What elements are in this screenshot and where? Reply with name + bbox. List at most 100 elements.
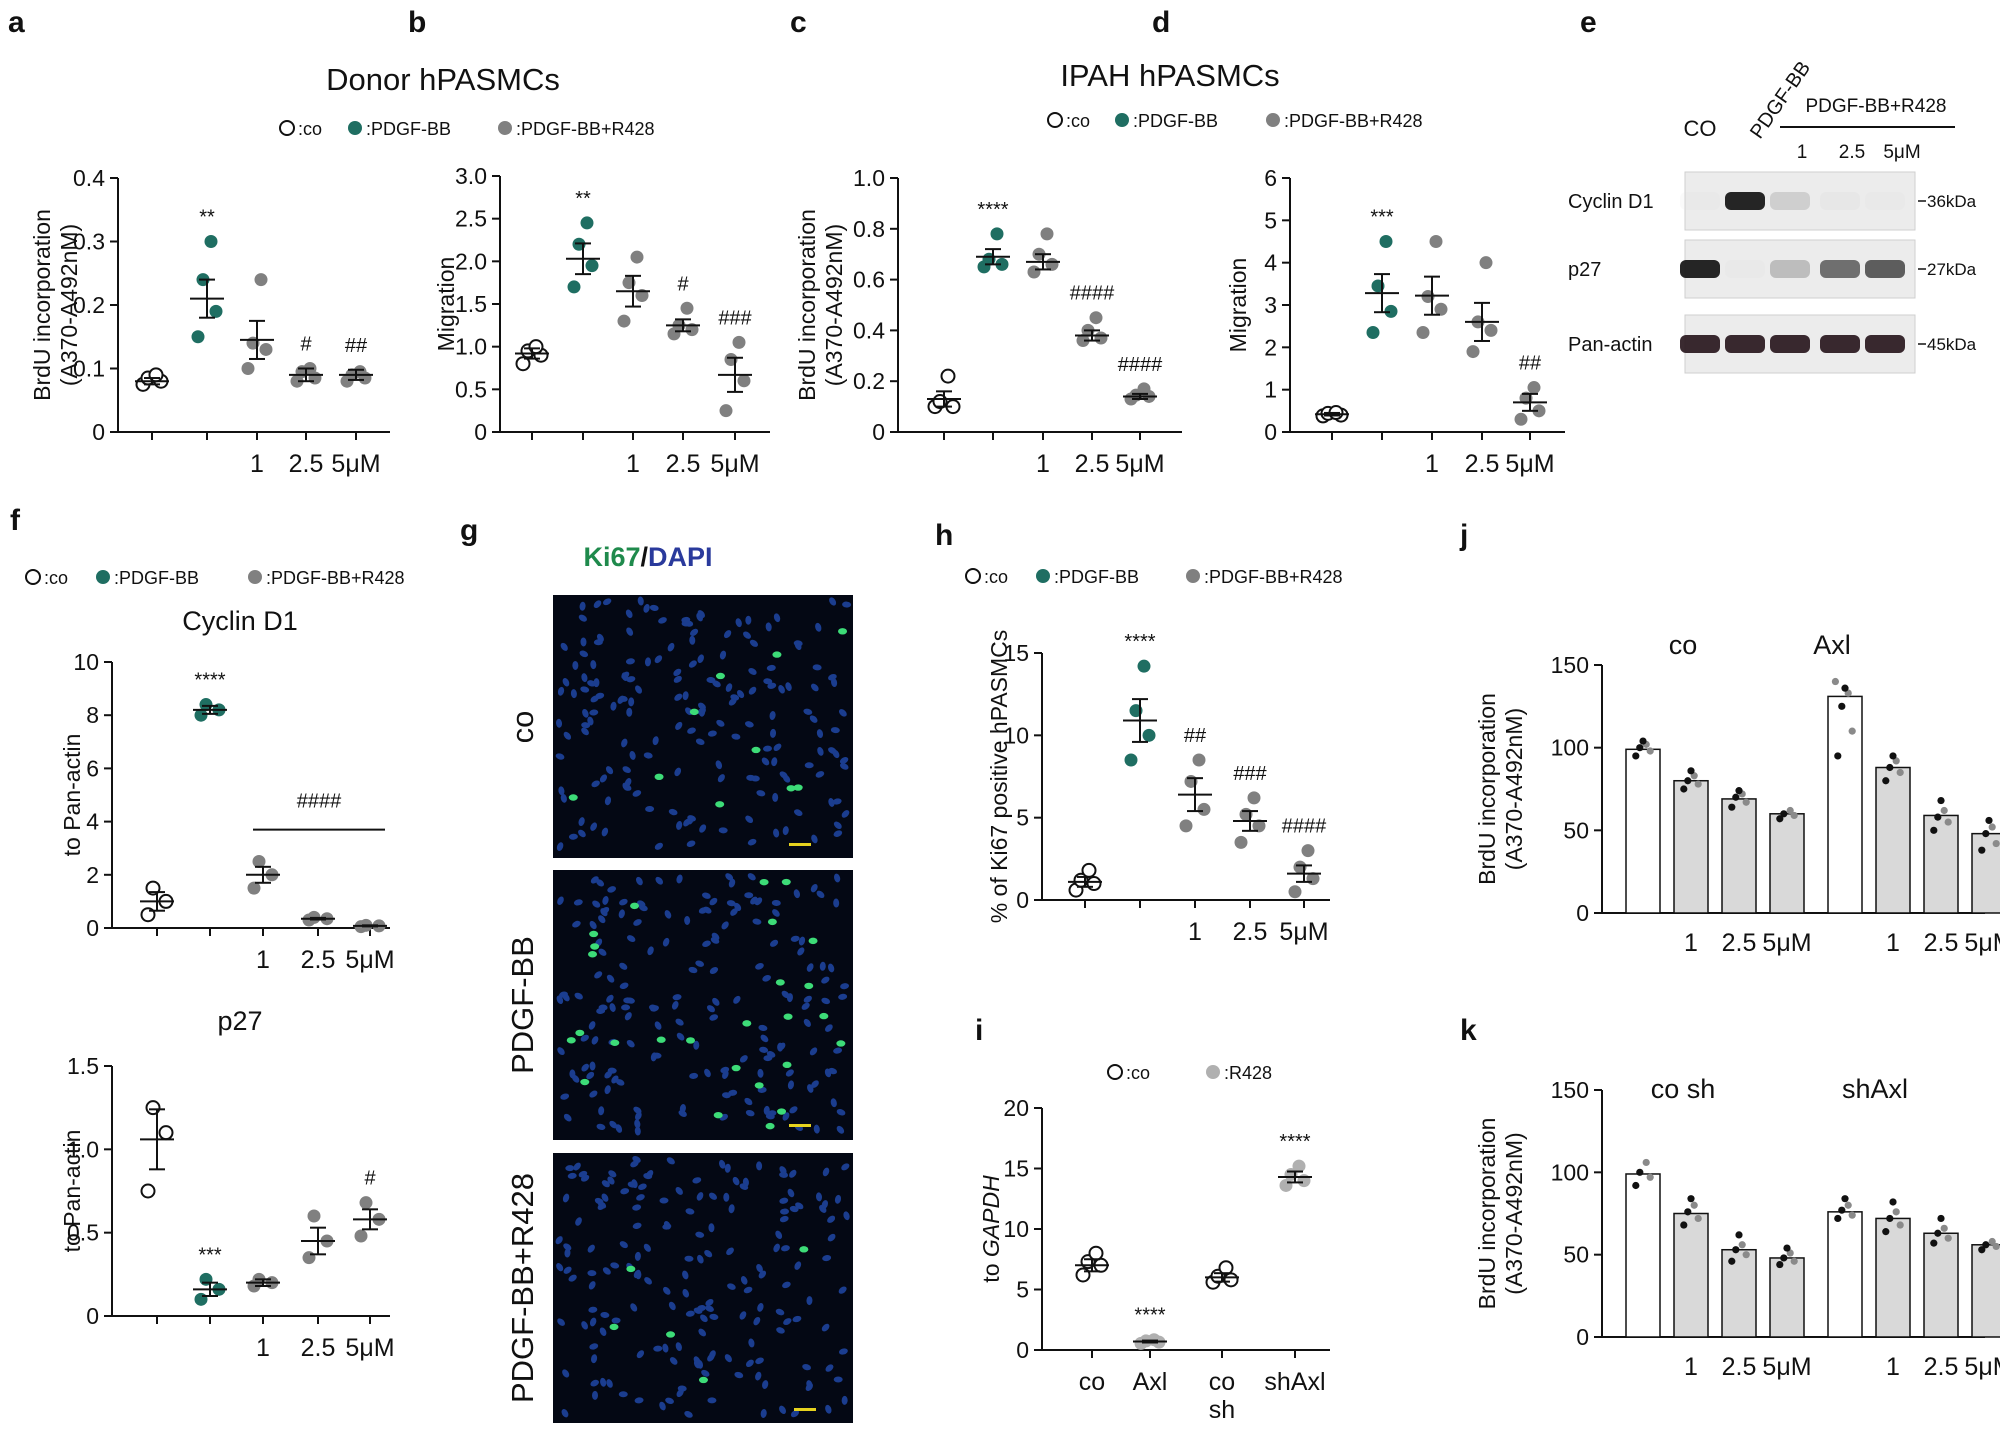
dapi-nucleus [634, 1251, 641, 1261]
y-tick-label: 1.5 [455, 291, 487, 317]
dapi-nucleus [771, 757, 778, 767]
dapi-nucleus [562, 1193, 570, 1203]
data-point [1940, 806, 1948, 815]
dapi-nucleus [838, 1286, 847, 1294]
dapi-nucleus [589, 1317, 597, 1327]
data-point [1834, 752, 1842, 760]
chart-d: 0 1 2 3 4 5 6 Migration 1 2.5 5μM *** ## [1225, 165, 1565, 478]
y-tick-label: 150 [1551, 652, 1589, 678]
dapi-nucleus [580, 1034, 589, 1042]
dapi-nucleus [805, 1383, 813, 1392]
data-point [1992, 1242, 2000, 1251]
dapi-nucleus [633, 1106, 642, 1114]
x-tick-label: 2.5 [1233, 918, 1268, 946]
dapi-nucleus [636, 1194, 645, 1201]
dapi-nucleus [649, 604, 659, 611]
dapi-nucleus [634, 1397, 644, 1404]
title-donor: Donor hPASMCs [326, 62, 560, 97]
significance-label: ## [345, 335, 368, 357]
dapi-nucleus [558, 786, 565, 796]
dapi-nucleus [604, 1070, 613, 1079]
dapi-nucleus [590, 822, 598, 831]
dapi-nucleus [689, 635, 696, 645]
dapi-nucleus [560, 793, 567, 803]
dapi-nucleus [623, 997, 633, 1004]
dapi-nucleus [758, 1024, 768, 1032]
dapi-nucleus [635, 1111, 642, 1121]
dapi-nucleus [706, 1005, 716, 1013]
legend-label-r428: :PDGF-BB+R428 [1204, 567, 1343, 587]
dapi-nucleus [622, 766, 631, 774]
dapi-nucleus [811, 1080, 819, 1088]
dapi-nucleus [695, 738, 705, 745]
dapi-nucleus [556, 1263, 564, 1272]
dapi-nucleus [769, 711, 776, 720]
dapi-nucleus [671, 1001, 679, 1010]
data-point [1089, 311, 1103, 325]
data-point [1690, 1201, 1698, 1209]
dapi-nucleus [662, 1343, 669, 1353]
panel-label-h: h [935, 519, 953, 552]
y-tick-label: 0.4 [73, 165, 105, 191]
dapi-nucleus [644, 657, 651, 667]
dapi-nucleus [779, 1405, 786, 1415]
dapi-nucleus [564, 1248, 571, 1258]
dapi-nucleus [687, 815, 696, 822]
dapi-nucleus [708, 1192, 717, 1200]
dapi-nucleus [806, 963, 814, 972]
nuclei-layer [555, 596, 852, 1418]
dapi-nucleus [563, 731, 572, 740]
data-point [1848, 1211, 1856, 1219]
x-tick-label: 5μM [710, 450, 759, 478]
x-tick-label: shAxl [1264, 1368, 1325, 1396]
bar [1673, 1212, 1709, 1338]
dapi-nucleus [773, 1243, 781, 1253]
x-tick-label: 1 [1886, 1353, 1900, 1381]
dapi-nucleus [810, 883, 818, 893]
dapi-nucleus [598, 948, 607, 956]
dapi-nucleus [841, 810, 850, 818]
y-tick-label: 20 [1003, 1095, 1029, 1121]
y-axis-label: (A370-A492nM) [1501, 1132, 1527, 1294]
dapi-nucleus [831, 678, 838, 688]
dapi-nucleus [673, 675, 682, 683]
dapi-nucleus [717, 774, 725, 783]
dapi-nucleus [662, 1223, 672, 1230]
dapi-nucleus [579, 650, 589, 658]
legend-label-r428: :PDGF-BB+R428 [516, 119, 655, 139]
dapi-nucleus [581, 1321, 589, 1330]
legend-marker-co [1107, 1064, 1123, 1080]
y-tick-label: 0 [92, 419, 105, 445]
data-point [995, 257, 1009, 271]
dapi-nucleus [798, 936, 806, 946]
dapi-nucleus [723, 1192, 730, 1202]
data-point [1978, 846, 1986, 854]
dapi-nucleus [668, 1301, 676, 1311]
data-point [1985, 816, 1993, 825]
dapi-nucleus [627, 935, 636, 943]
data-point [1944, 1234, 1952, 1242]
dapi-nucleus [828, 673, 837, 681]
y-axis-label-part: to [978, 1257, 1004, 1283]
legend-label-pdgf: :PDGF-BB [114, 568, 199, 588]
legend-label-co: :co [984, 567, 1008, 587]
ki67-nucleus [775, 979, 785, 986]
dapi-nucleus [580, 1174, 590, 1182]
dapi-nucleus [647, 946, 654, 956]
dapi-nucleus [757, 1303, 764, 1312]
dapi-nucleus [565, 1165, 575, 1172]
dapi-nucleus [752, 918, 762, 925]
ki67-nucleus [819, 1012, 829, 1020]
dapi-nucleus [744, 892, 754, 899]
dapi-nucleus [699, 707, 706, 717]
blot-lane-label: CO [1684, 116, 1717, 141]
dapi-nucleus [607, 886, 616, 893]
dapi-nucleus [696, 1192, 704, 1201]
dapi-nucleus [710, 937, 720, 944]
dapi-nucleus [677, 1385, 687, 1392]
data-point [194, 708, 208, 722]
data-point [1776, 1260, 1784, 1269]
dapi-nucleus [592, 900, 601, 908]
